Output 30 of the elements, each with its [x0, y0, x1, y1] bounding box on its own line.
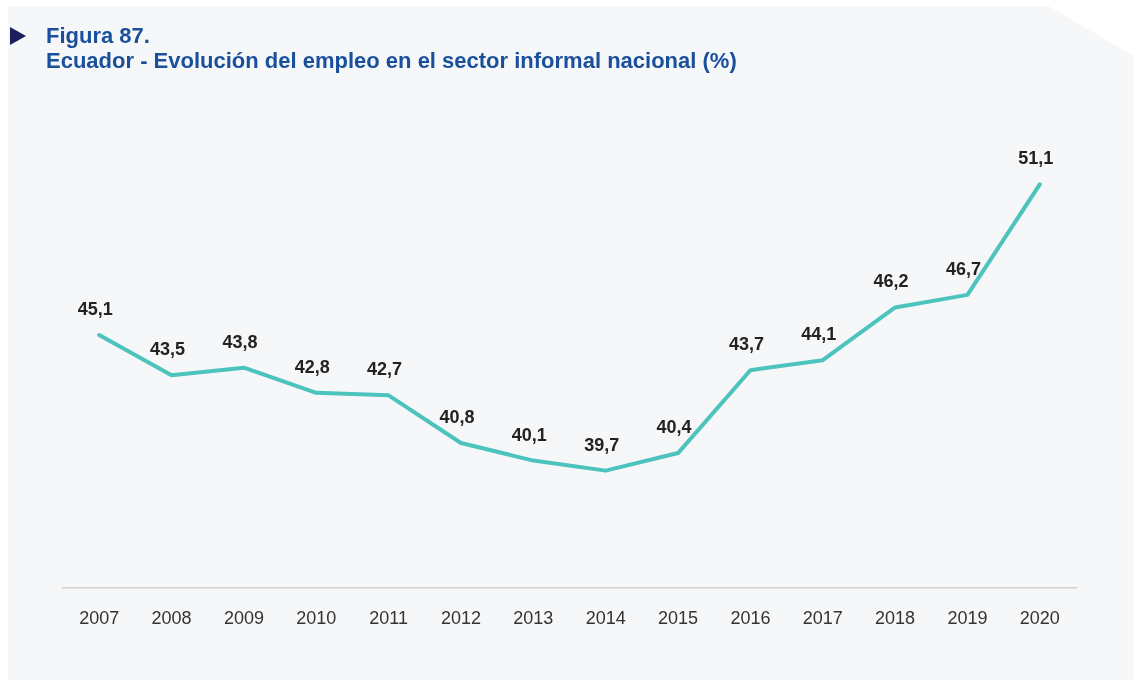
x-tick-label: 2011 — [369, 607, 408, 628]
data-label: 46,7 — [945, 258, 981, 279]
x-tick-label: 2014 — [585, 607, 626, 628]
data-label: 39,7 — [584, 434, 620, 455]
data-label: 51,1 — [1018, 148, 1054, 169]
x-tick-label: 2019 — [947, 607, 988, 628]
x-tick-label: 2015 — [658, 607, 699, 628]
chart-title: Figura 87. — [46, 23, 150, 49]
data-label: 42,8 — [294, 356, 330, 377]
data-label: 40,8 — [439, 407, 475, 428]
data-label: 43,7 — [728, 334, 764, 355]
data-label: 42,7 — [367, 359, 403, 380]
x-tick-label: 2012 — [440, 607, 481, 628]
chart-subtitle: Ecuador - Evolución del empleo en el sector informal nacional (%) — [46, 48, 737, 74]
data-label: 46,2 — [873, 271, 909, 292]
x-tick-label: 2017 — [802, 607, 843, 628]
x-tick-label: 2008 — [151, 607, 192, 628]
x-tick-label: 2018 — [875, 607, 916, 628]
x-tick-label: 2020 — [1019, 607, 1060, 628]
data-label: 43,8 — [222, 331, 258, 352]
x-tick-label: 2010 — [296, 607, 337, 628]
data-label: 44,1 — [801, 324, 837, 345]
x-tick-label: 2009 — [223, 607, 264, 628]
data-label: 40,1 — [511, 424, 547, 445]
data-label: 43,5 — [150, 339, 186, 360]
x-tick-label: 2007 — [79, 607, 120, 628]
x-tick-label: 2013 — [513, 607, 554, 628]
data-label: 40,4 — [656, 417, 692, 438]
x-tick-label: 2016 — [730, 607, 771, 628]
data-label: 45,1 — [77, 299, 113, 320]
